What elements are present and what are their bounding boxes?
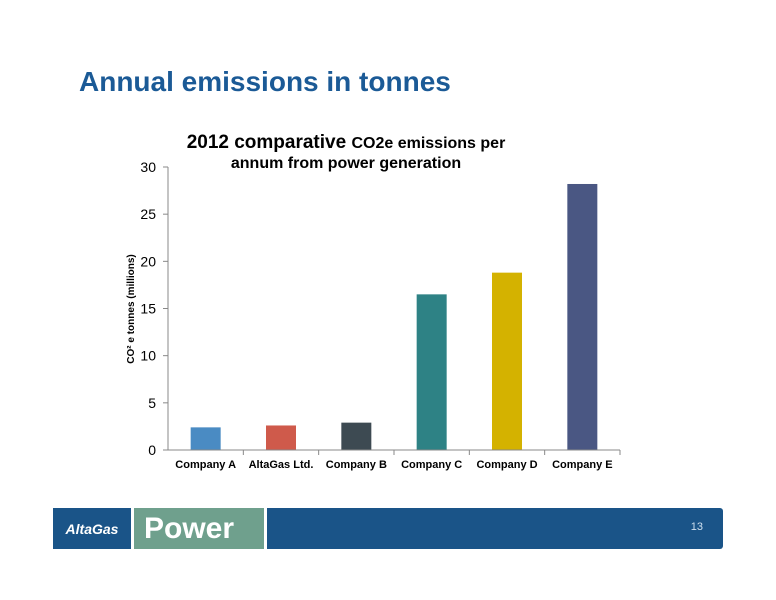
y-axis-label: CO² e tonnes (millions)	[126, 254, 137, 363]
y-tick-label: 25	[140, 206, 156, 222]
footer-banner: AltaGas Power 13	[53, 508, 723, 549]
x-category-label: Company D	[476, 459, 537, 471]
y-tick-label: 5	[148, 395, 156, 411]
category-labels-group: Company A AltaGas Ltd. Company B Company C C…	[175, 450, 621, 471]
chart-title-line1: 2012 comparative CO2e emissions per	[187, 132, 506, 153]
bar-altagas-ltd	[266, 425, 296, 450]
y-tick-label: 10	[140, 348, 156, 364]
chart-title-part1: 2012 comparative	[187, 132, 352, 153]
bars-group	[190, 183, 598, 451]
bar-company-e	[567, 183, 598, 451]
chart-title-part2: CO2e emissions per	[351, 135, 505, 152]
y-tick-label: 30	[140, 159, 156, 175]
bar-company-c	[416, 294, 447, 450]
slide-title: Annual emissions in tonnes	[79, 66, 451, 97]
y-tick-label: 0	[148, 442, 156, 458]
chart-title-line2: annum from power generation	[231, 155, 461, 172]
x-category-label: Company E	[552, 459, 613, 471]
y-tick-label: 15	[140, 301, 156, 317]
y-ticks-group: 0 5 10 15 20 25 30	[140, 159, 168, 458]
x-category-label: Company B	[326, 459, 387, 471]
footer-power-label: Power	[134, 508, 264, 549]
bar-company-d	[492, 272, 522, 450]
x-category-label: Company A	[175, 459, 236, 471]
x-category-label: AltaGas Ltd.	[249, 459, 314, 471]
y-tick-label: 20	[140, 253, 156, 269]
altagas-logo: AltaGas	[53, 508, 131, 549]
footer-bar: 13	[267, 508, 723, 549]
page-number: 13	[690, 521, 703, 533]
x-category-label: Company C	[401, 459, 462, 471]
bar-company-b	[341, 422, 372, 450]
bar-company-a	[190, 427, 221, 450]
